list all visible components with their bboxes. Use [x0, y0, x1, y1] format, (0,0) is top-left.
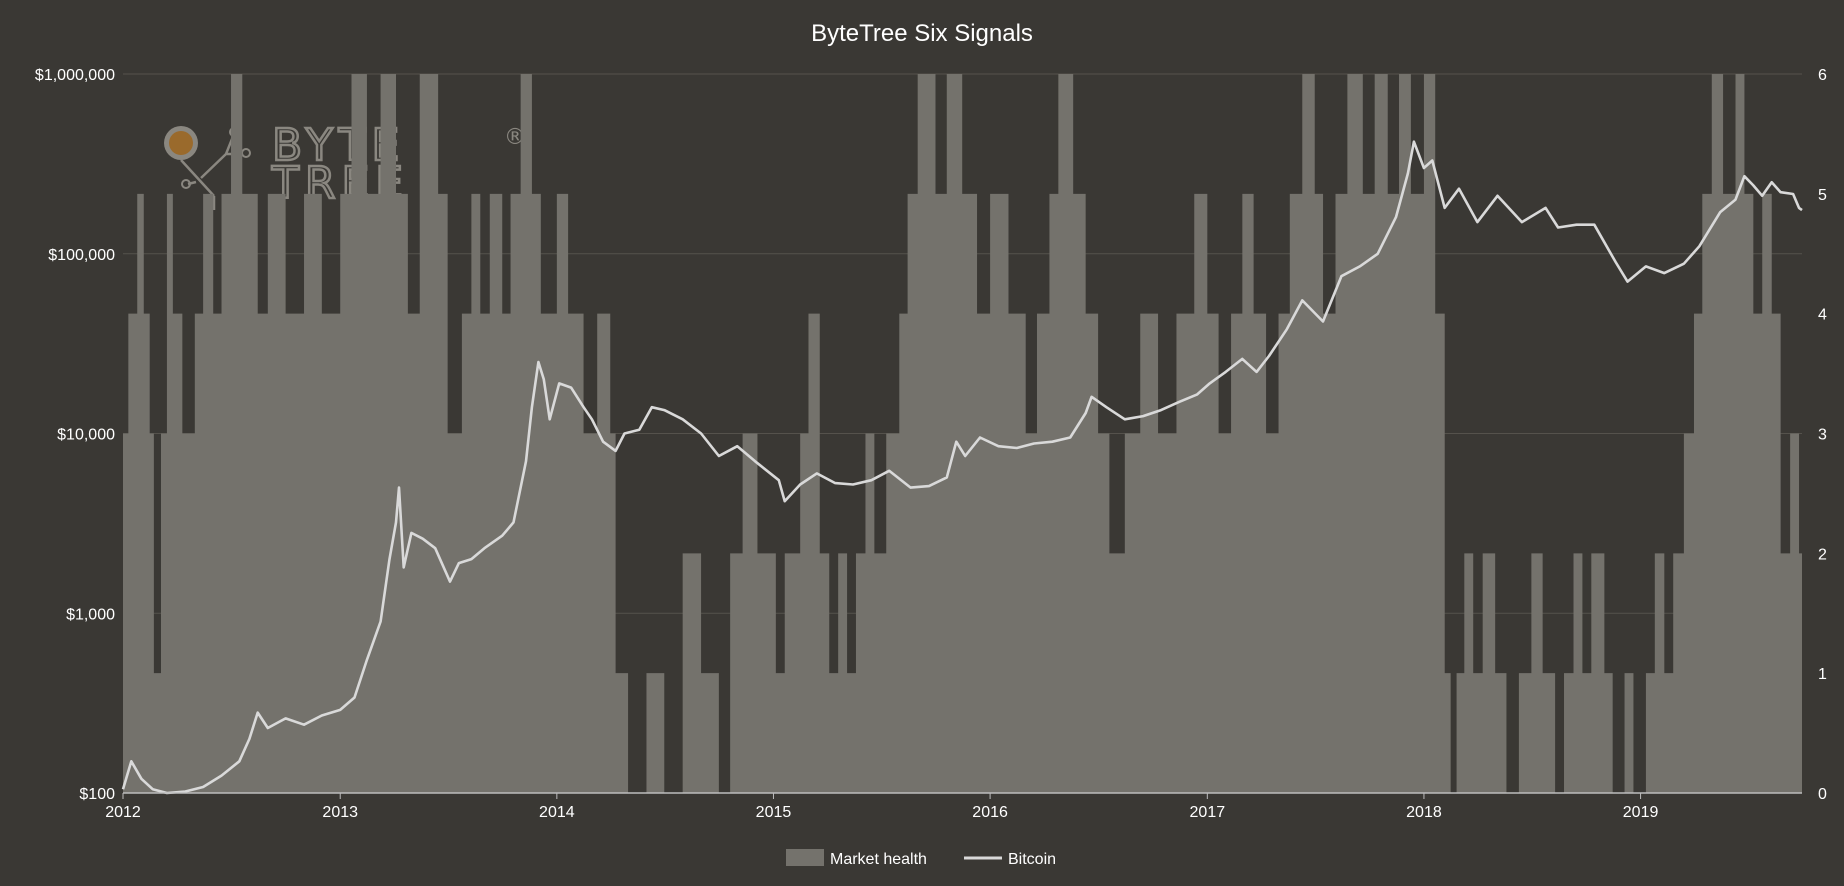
left-axis-tick-labels: $100 $1,000 $10,000 $100,000 $1,000,000: [35, 67, 115, 803]
y-left-tick-label: $1,000: [66, 606, 115, 623]
bitcoin-series: [121, 140, 1803, 795]
y-left-tick-label: $100,000: [48, 247, 115, 264]
bytetree-logo-icon: [164, 126, 251, 210]
market-health-series: [123, 74, 1802, 793]
y-right-tick-label: 0: [1818, 786, 1827, 803]
y-right-tick-label: 5: [1818, 187, 1827, 204]
y-right-tick-label: 6: [1818, 67, 1827, 84]
right-axis-tick-labels: 0 1 2 3 4 5 6: [1818, 67, 1827, 803]
legend-label-market-health[interactable]: Market health: [830, 851, 927, 868]
y-right-tick-label: 1: [1818, 666, 1827, 683]
x-tick-label: 2013: [322, 804, 358, 821]
x-tick-label: 2018: [1406, 804, 1442, 821]
x-tick-label: 2014: [539, 804, 575, 821]
market-health-area: [123, 74, 1802, 793]
x-tick-label: 2019: [1623, 804, 1659, 821]
legend-label-bitcoin[interactable]: Bitcoin: [1008, 851, 1056, 868]
x-axis-tick-labels: 2012 2013 2014 2015 2016 2017 2018 2019: [105, 793, 1658, 821]
legend-swatch-market-health[interactable]: [786, 849, 824, 866]
x-tick-label: 2017: [1190, 804, 1226, 821]
bytetree-watermark: BYTE TREE ®: [164, 119, 526, 210]
watermark-registered-mark: ®: [504, 125, 526, 150]
y-right-tick-label: 4: [1818, 307, 1827, 324]
watermark-line1: BYTE: [272, 120, 405, 171]
chart-title: ByteTree Six Signals: [811, 20, 1033, 47]
y-right-tick-label: 3: [1818, 427, 1827, 444]
x-tick-label: 2015: [756, 804, 792, 821]
y-right-tick-label: 2: [1818, 546, 1827, 563]
y-left-tick-label: $10,000: [57, 427, 115, 444]
bitcoin-line: [121, 140, 1803, 795]
x-tick-label: 2012: [105, 804, 141, 821]
y-left-tick-label: $1,000,000: [35, 67, 115, 84]
y-left-tick-label: $100: [79, 786, 115, 803]
x-tick-label: 2016: [972, 804, 1008, 821]
chart-legend[interactable]: Market health Bitcoin: [786, 849, 1056, 868]
